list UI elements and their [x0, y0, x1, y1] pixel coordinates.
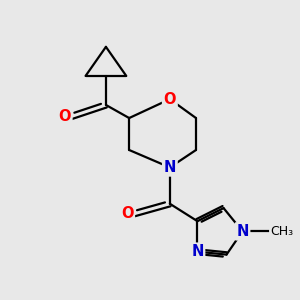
- Text: O: O: [164, 92, 176, 107]
- Text: O: O: [121, 206, 134, 221]
- Text: O: O: [58, 109, 71, 124]
- Text: CH₃: CH₃: [270, 225, 293, 238]
- Text: N: N: [164, 160, 176, 175]
- Text: N: N: [236, 224, 249, 239]
- Text: N: N: [191, 244, 204, 259]
